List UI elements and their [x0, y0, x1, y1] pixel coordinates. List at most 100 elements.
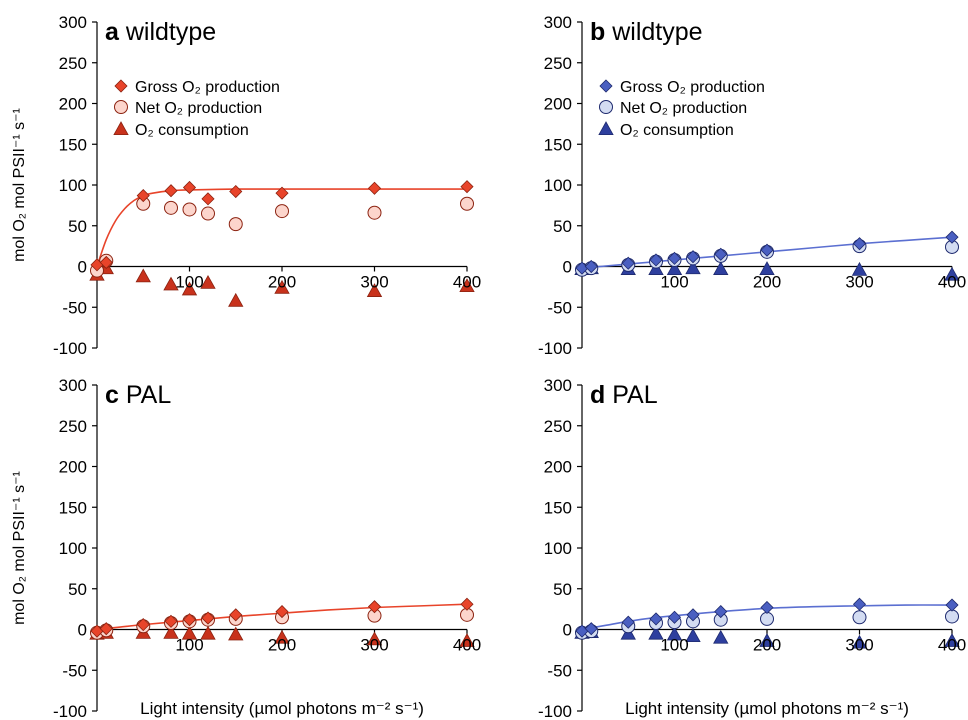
point-o2-consumption	[851, 261, 868, 276]
x-tick-label: 400	[453, 636, 481, 655]
panel-title: d PAL	[590, 381, 658, 409]
point-net-o2	[182, 202, 197, 217]
point-gross-o2	[852, 597, 867, 611]
y-tick-label: -50	[62, 298, 87, 317]
point-o2-consumption	[648, 625, 664, 640]
y-tick-label: 100	[544, 176, 572, 195]
y-tick-label: 50	[68, 217, 87, 236]
point-o2-consumption	[666, 626, 683, 641]
point-gross-o2	[99, 255, 113, 269]
point-o2-consumption	[274, 279, 290, 294]
point-o2-consumption	[200, 274, 216, 289]
point-o2-consumption	[228, 292, 244, 307]
point-o2-consumption	[135, 268, 151, 283]
point-o2-consumption	[759, 633, 775, 647]
point-gross-o2	[667, 251, 682, 265]
legend-label-net: Net O₂ production	[135, 100, 262, 117]
point-o2-consumption	[274, 629, 290, 644]
panel-name: PAL	[605, 381, 657, 409]
point-net-o2	[852, 610, 867, 625]
point-gross-o2	[760, 243, 774, 257]
y-tick-label: 150	[544, 135, 572, 154]
panel-letter: b	[590, 18, 605, 46]
point-net-o2	[460, 196, 474, 211]
x-tick-label: 200	[268, 636, 296, 655]
point-o2-consumption	[228, 626, 244, 641]
y-tick-label: 200	[544, 458, 572, 477]
y-tick-label: 300	[59, 376, 87, 395]
point-o2-consumption	[666, 261, 683, 275]
point-gross-o2	[714, 605, 728, 619]
x-tick-label: 200	[753, 273, 781, 292]
y-tick-label: -100	[53, 702, 87, 720]
point-o2-consumption	[163, 624, 179, 639]
point-gross-o2	[760, 600, 774, 615]
point-o2-consumption	[944, 633, 960, 647]
panel-letter: d	[590, 381, 605, 409]
point-net-o2	[228, 217, 243, 232]
point-gross-o2	[945, 230, 959, 244]
x-tick-label: 200	[753, 636, 781, 655]
y-tick-label: 250	[544, 417, 572, 436]
point-gross-o2	[649, 612, 663, 626]
panel-name: PAL	[119, 381, 171, 409]
x-tick-label: 100	[175, 273, 203, 292]
legend-triangle-icon	[113, 121, 129, 136]
y-tick-label: 250	[59, 417, 87, 436]
y-tick-label: 100	[59, 539, 87, 558]
x-tick-label: 400	[938, 273, 966, 292]
point-gross-o2	[649, 253, 663, 267]
y-tick-label: 50	[553, 217, 572, 236]
point-gross-o2	[182, 180, 197, 195]
point-net-o2	[945, 609, 959, 624]
y-tick-label: 50	[553, 580, 572, 599]
point-o2-consumption	[685, 260, 701, 275]
point-o2-consumption	[366, 631, 383, 646]
point-gross-o2	[852, 237, 867, 251]
point-gross-o2	[621, 256, 635, 270]
y-tick-label: -100	[53, 339, 87, 358]
point-gross-o2	[621, 615, 635, 629]
y-tick-label: -100	[538, 702, 572, 720]
x-axis-label: Light intensity (µmol photons m⁻² s⁻¹)	[625, 699, 909, 718]
legend-circle-icon	[599, 100, 613, 114]
point-gross-o2	[714, 247, 728, 261]
y-tick-label: -50	[547, 298, 572, 317]
x-tick-label: 100	[175, 636, 203, 655]
y-tick-label: 50	[68, 580, 87, 599]
point-gross-o2	[460, 597, 474, 611]
point-gross-o2	[275, 186, 289, 200]
point-o2-consumption	[759, 261, 775, 275]
panel-name: wildtype	[119, 18, 216, 46]
point-net-o2	[760, 611, 774, 626]
x-tick-label: 300	[360, 636, 388, 655]
x-tick-label: 300	[845, 273, 873, 292]
y-tick-label: 300	[544, 13, 572, 32]
point-o2-consumption	[713, 261, 729, 275]
y-tick-label: 200	[544, 95, 572, 114]
legend: Gross O₂ production Net O₂ production O₂ c…	[113, 79, 280, 139]
y-tick-label: 0	[563, 621, 572, 640]
panel-name: wildtype	[605, 18, 702, 46]
legend-label-consumption: O₂ consumption	[135, 122, 249, 139]
x-tick-label: 300	[845, 636, 873, 655]
legend: Gross O₂ production Net O₂ production O₂ c…	[598, 79, 765, 139]
point-o2-consumption	[366, 283, 383, 297]
panel-title: c PAL	[105, 381, 171, 409]
point-gross-o2	[201, 611, 215, 625]
legend-label-net: Net O₂ production	[620, 100, 747, 117]
point-o2-consumption	[200, 625, 216, 640]
legend-label-gross: Gross O₂ production	[620, 79, 765, 96]
point-o2-consumption	[163, 276, 179, 291]
point-o2-consumption	[685, 628, 701, 643]
point-gross-o2	[584, 622, 598, 636]
x-axis-label: Light intensity (µmol photons m⁻² s⁻¹)	[140, 699, 424, 718]
y-tick-label: -50	[62, 661, 87, 680]
point-o2-consumption	[459, 278, 475, 293]
point-gross-o2	[136, 189, 150, 203]
y-tick-label: 150	[59, 135, 87, 154]
point-gross-o2	[667, 610, 682, 624]
point-gross-o2	[275, 605, 289, 619]
point-o2-consumption	[944, 266, 960, 281]
